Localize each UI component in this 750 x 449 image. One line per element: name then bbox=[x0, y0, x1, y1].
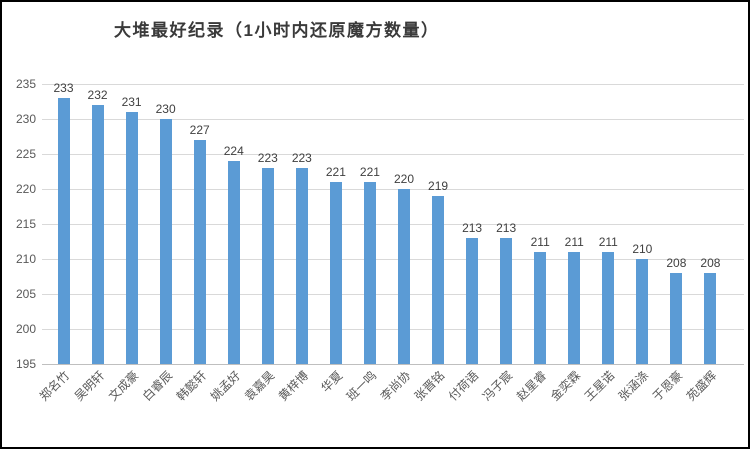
bar-value-label: 221 bbox=[325, 165, 346, 179]
bar bbox=[91, 105, 104, 364]
x-axis-category-label: 郑名竹 bbox=[37, 368, 73, 404]
x-axis-category-label: 冯子宸 bbox=[479, 368, 516, 404]
gridline bbox=[42, 329, 744, 330]
bar bbox=[329, 182, 342, 364]
bar bbox=[466, 238, 479, 364]
x-axis-category-label: 张涵涤 bbox=[616, 368, 652, 404]
bar bbox=[704, 273, 717, 364]
x-axis-category-label: 班一鸣 bbox=[343, 368, 380, 404]
bar bbox=[432, 196, 445, 364]
gridline bbox=[42, 84, 744, 85]
x-axis-category-label: 赵星睿 bbox=[514, 368, 550, 404]
gridline bbox=[42, 154, 744, 155]
bar bbox=[261, 168, 274, 364]
gridline bbox=[42, 294, 744, 295]
bar-value-label: 213 bbox=[462, 221, 483, 235]
y-axis-tick-label: 215 bbox=[15, 217, 36, 231]
bar-value-label: 208 bbox=[666, 256, 687, 270]
bar-value-label: 211 bbox=[598, 235, 618, 249]
bar bbox=[500, 238, 513, 364]
bar bbox=[193, 140, 206, 364]
bar-value-label: 227 bbox=[189, 123, 210, 137]
bar bbox=[125, 112, 138, 364]
x-axis-category-label: 李尚协 bbox=[377, 368, 414, 404]
y-axis-tick-label: 220 bbox=[15, 182, 36, 196]
y-axis-tick-label: 195 bbox=[15, 357, 36, 371]
x-axis-category-label: 张晋铭 bbox=[411, 368, 448, 404]
bar-value-label: 213 bbox=[496, 221, 517, 235]
x-axis-category-label: 苑盛辉 bbox=[684, 368, 720, 404]
bar-value-label: 224 bbox=[223, 144, 244, 158]
bar bbox=[670, 273, 683, 364]
x-axis-category-label: 姚孟好 bbox=[207, 368, 243, 404]
bar-value-label: 210 bbox=[632, 242, 653, 256]
x-axis-line bbox=[42, 364, 744, 365]
bar-value-label: 233 bbox=[53, 81, 74, 95]
chart-title: 大堆最好纪录（1小时内还原魔方数量） bbox=[114, 21, 440, 40]
y-axis-tick-label: 230 bbox=[15, 112, 36, 126]
x-axis-category-label: 白睿辰 bbox=[139, 368, 175, 404]
bar bbox=[534, 252, 547, 364]
bar-value-label: 231 bbox=[121, 95, 142, 109]
gridline bbox=[42, 189, 744, 190]
gridline bbox=[42, 224, 744, 225]
x-axis-category-label: 文成豪 bbox=[105, 368, 141, 404]
x-axis-category-label: 金奕霖 bbox=[548, 368, 584, 404]
bar-value-label: 230 bbox=[155, 102, 176, 116]
y-axis-tick-label: 200 bbox=[15, 322, 36, 336]
bar-value-label: 220 bbox=[393, 172, 415, 186]
bar bbox=[636, 259, 649, 364]
y-axis-tick-label: 205 bbox=[15, 287, 36, 301]
bar bbox=[227, 161, 240, 364]
bar-value-label: 219 bbox=[428, 179, 449, 193]
bar bbox=[57, 98, 70, 364]
x-axis-category-label: 黄梓博 bbox=[275, 368, 312, 404]
y-axis-tick-label: 225 bbox=[15, 147, 36, 161]
bar-value-label: 211 bbox=[564, 235, 584, 249]
x-axis-category-label: 于恩豪 bbox=[650, 368, 686, 404]
bar-value-label: 232 bbox=[87, 88, 108, 102]
x-axis-category-label: 吴明轩 bbox=[71, 368, 107, 404]
x-axis-category-label: 华夏 bbox=[318, 368, 346, 396]
bar-value-label: 221 bbox=[359, 165, 380, 179]
bar bbox=[363, 182, 376, 364]
bar-value-label: 223 bbox=[291, 151, 312, 165]
y-axis-tick-label: 210 bbox=[15, 252, 36, 266]
bar bbox=[398, 189, 410, 364]
y-axis-tick-label: 235 bbox=[15, 77, 36, 91]
bar-value-label: 223 bbox=[257, 151, 278, 165]
bar bbox=[159, 119, 172, 364]
bar bbox=[295, 168, 308, 364]
x-axis-category-label: 付荷语 bbox=[445, 368, 482, 404]
bar-value-label: 211 bbox=[530, 235, 550, 249]
bar-value-label: 208 bbox=[700, 256, 721, 270]
x-axis-category-label: 王星诺 bbox=[582, 368, 618, 404]
bar bbox=[602, 252, 615, 364]
bar bbox=[568, 252, 581, 364]
x-axis-category-label: 韩懿轩 bbox=[173, 368, 209, 404]
x-axis-category-label: 袁嘉昊 bbox=[241, 368, 278, 404]
gridline bbox=[42, 259, 744, 260]
gridline bbox=[42, 119, 744, 120]
